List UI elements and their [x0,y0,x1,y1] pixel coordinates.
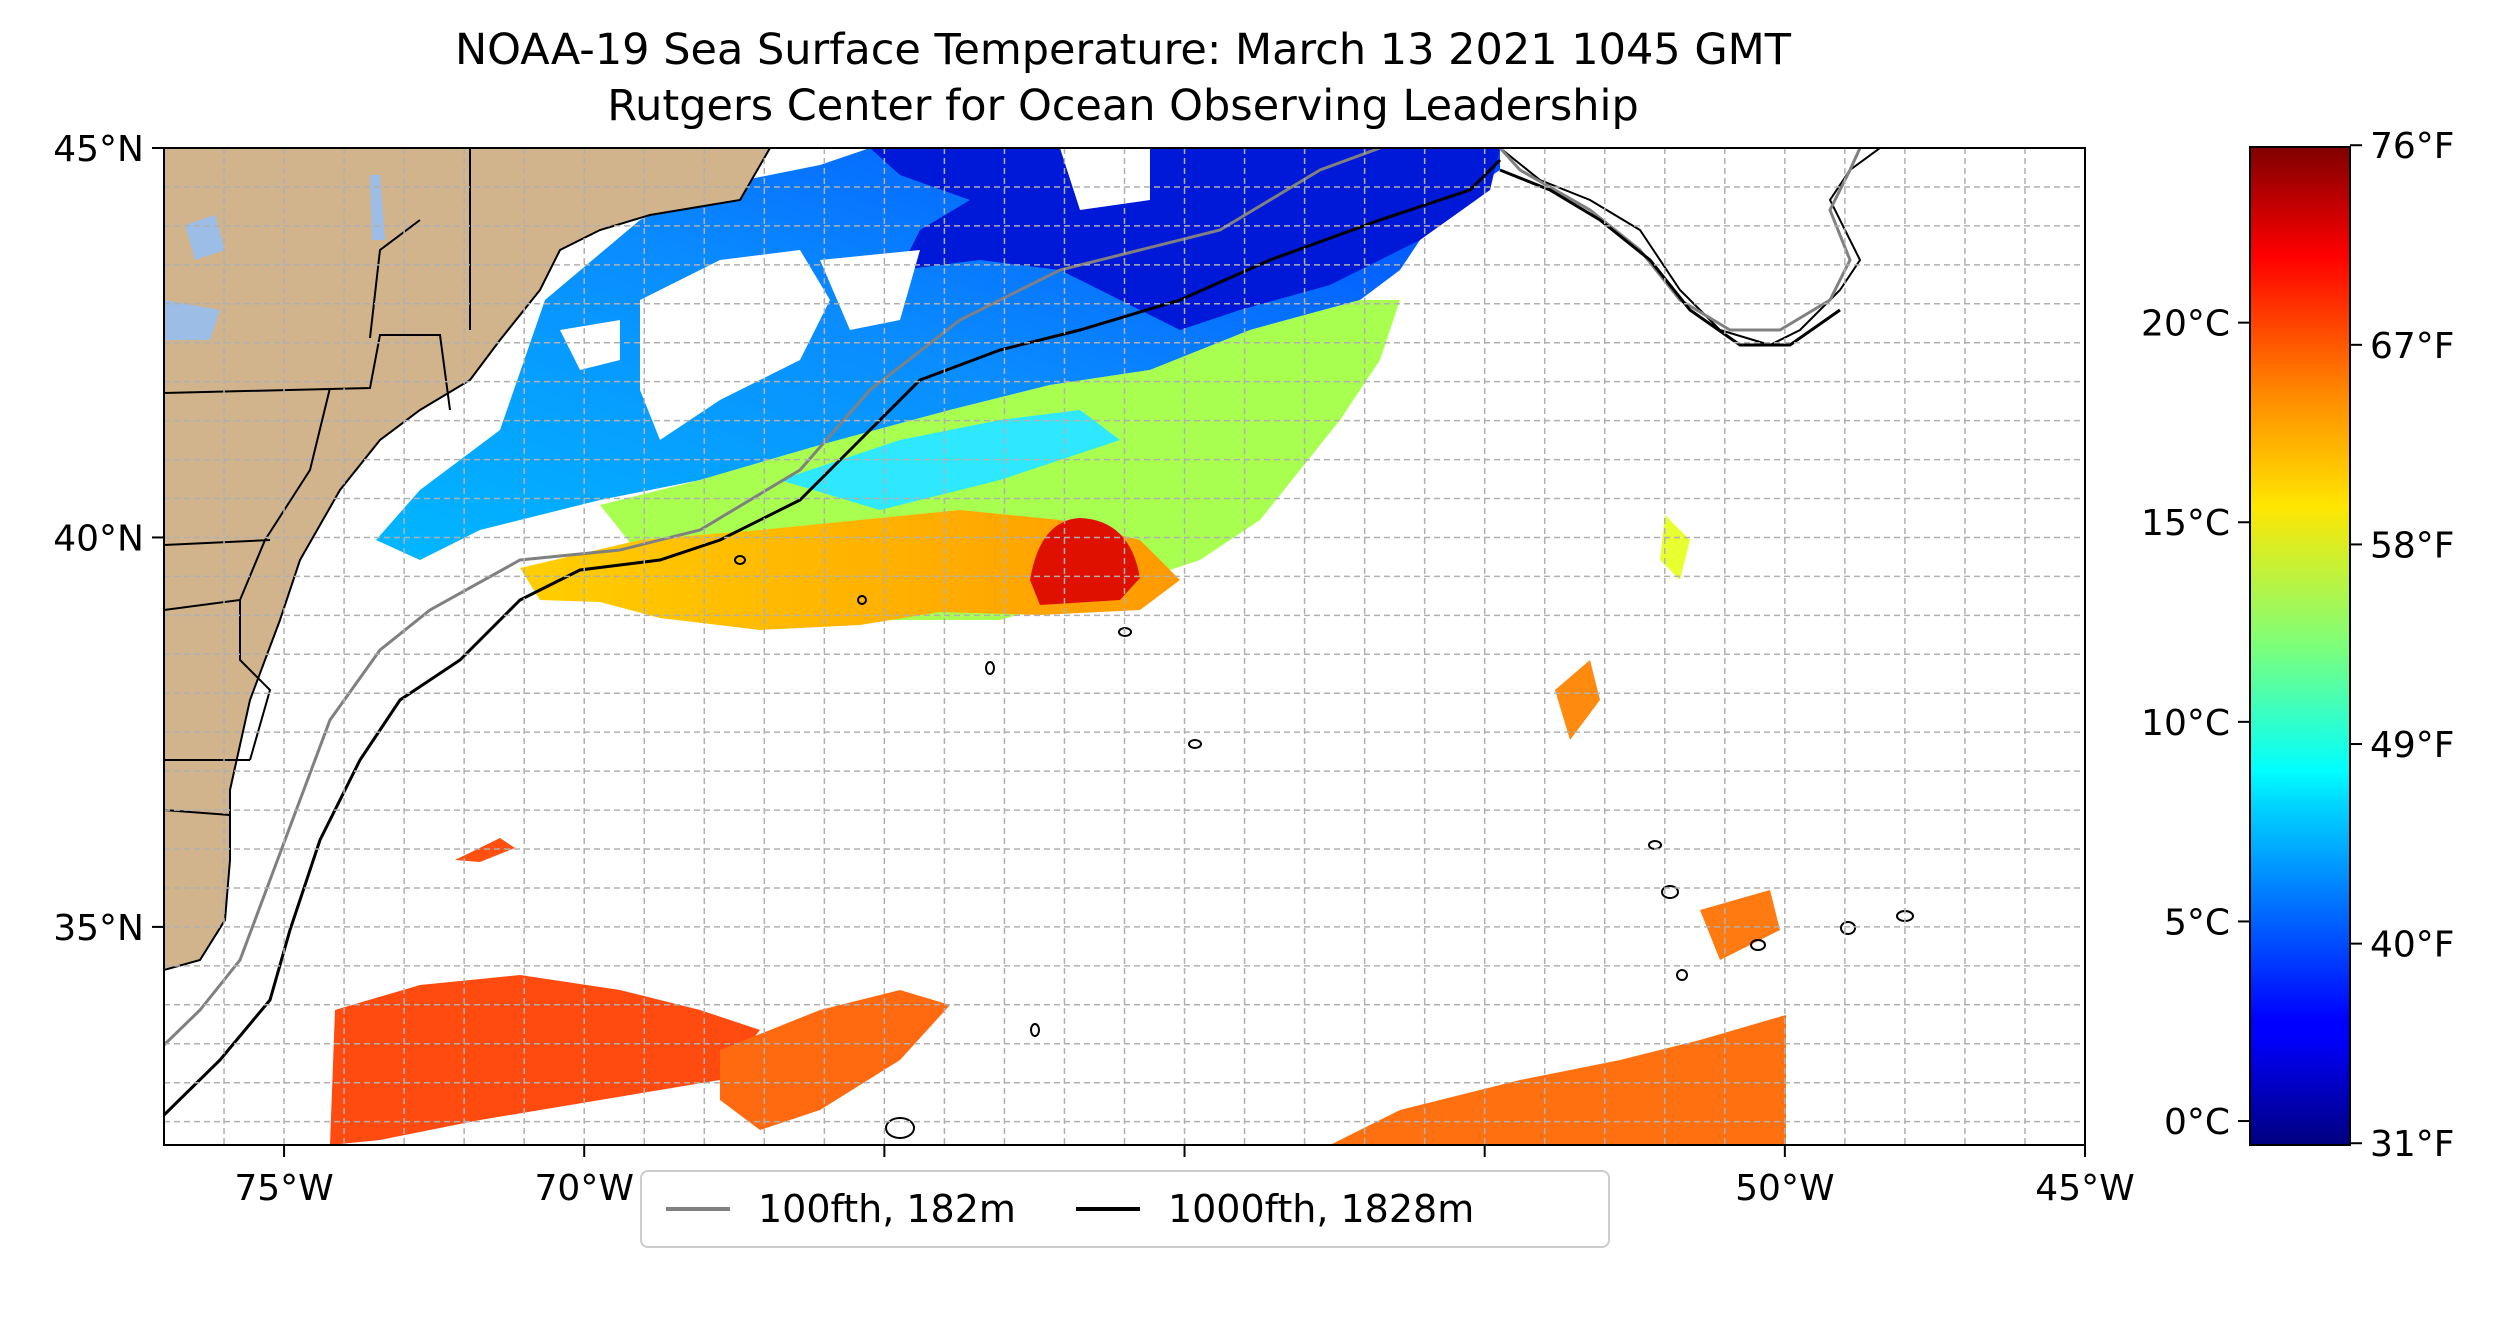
fahrenheit-tick-label: 76°F [2370,126,2455,167]
isobath-100fth [164,148,1862,1047]
sst-south-patch-1 [330,975,760,1145]
lon-tick-label: 75°W [234,1168,333,1209]
latitude-axis: 45°N 40°N 35°N [53,129,164,949]
legend-label-1000fth: 1000fth, 1828m [1167,1187,1475,1231]
sst-south-patch-2 [720,990,950,1130]
sst-small-patch-2 [1555,660,1600,740]
colorbar [2249,146,2351,1146]
celsius-tick-label: 20°C [2141,304,2230,345]
map-frame [163,147,2086,1146]
legend-entry-100fth: 100fth, 182m [666,1187,1016,1231]
map-subtitle: Rutgers Center for Ocean Observing Leade… [607,81,1639,131]
celsius-tick-label: 15°C [2141,503,2230,544]
cloud-mask-2 [560,320,620,370]
colorbar-celsius-axis: 0°C 5°C 10°C 15°C 20°C [2141,304,2250,1143]
isobath-1000fth [164,158,1841,1117]
lon-tick-label: 45°W [2035,1168,2134,1209]
state-borders [164,148,471,816]
legend-line-100fth [666,1207,730,1211]
legend-line-1000fth [1075,1207,1140,1211]
land-nova-scotia [1498,148,1882,347]
legend-label-100fth: 100fth, 182m [758,1187,1016,1231]
lake-3 [164,300,220,340]
lat-tick-label: 40°N [53,518,144,559]
sst-gulf-stream [520,510,1180,630]
colorbar-fahrenheit-axis: 31°F 40°F 49°F 58°F 67°F 76°F [2350,126,2455,1165]
land-northeast-us [164,148,772,972]
celsius-tick-label: 10°C [2141,703,2230,744]
sst-south-patch-3 [1330,1015,1786,1145]
grid-lines [163,147,2086,1145]
legend-entry-1000fth: 1000fth, 1828m [1075,1187,1475,1231]
sst-small-patch-4 [1700,890,1780,960]
cloud-mask-4 [1060,148,1150,210]
sst-small-patch-3 [1660,515,1690,580]
fahrenheit-tick-label: 58°F [2370,525,2455,566]
sst-warm-core [1030,518,1140,605]
cloud-mask-3 [820,250,920,330]
lon-tick-label: 70°W [535,1168,634,1209]
sst-small-patch-1 [455,838,515,862]
fahrenheit-tick-label: 40°F [2370,925,2455,966]
cloud-mask-1 [640,250,830,440]
fahrenheit-tick-label: 49°F [2370,725,2455,766]
celsius-tick-label: 0°C [2164,1102,2230,1143]
lat-tick-label: 45°N [53,129,144,170]
fahrenheit-tick-label: 31°F [2370,1124,2455,1165]
celsius-tick-label: 5°C [2164,902,2230,943]
lon-tick-label: 50°W [1735,1168,1834,1209]
map-title: NOAA-19 Sea Surface Temperature: March 1… [454,25,1792,75]
lake-2 [370,175,385,240]
fahrenheit-tick-label: 67°F [2370,326,2455,367]
legend: 100fth, 182m 1000fth, 1828m [640,1170,1610,1248]
lat-tick-label: 35°N [53,908,144,949]
